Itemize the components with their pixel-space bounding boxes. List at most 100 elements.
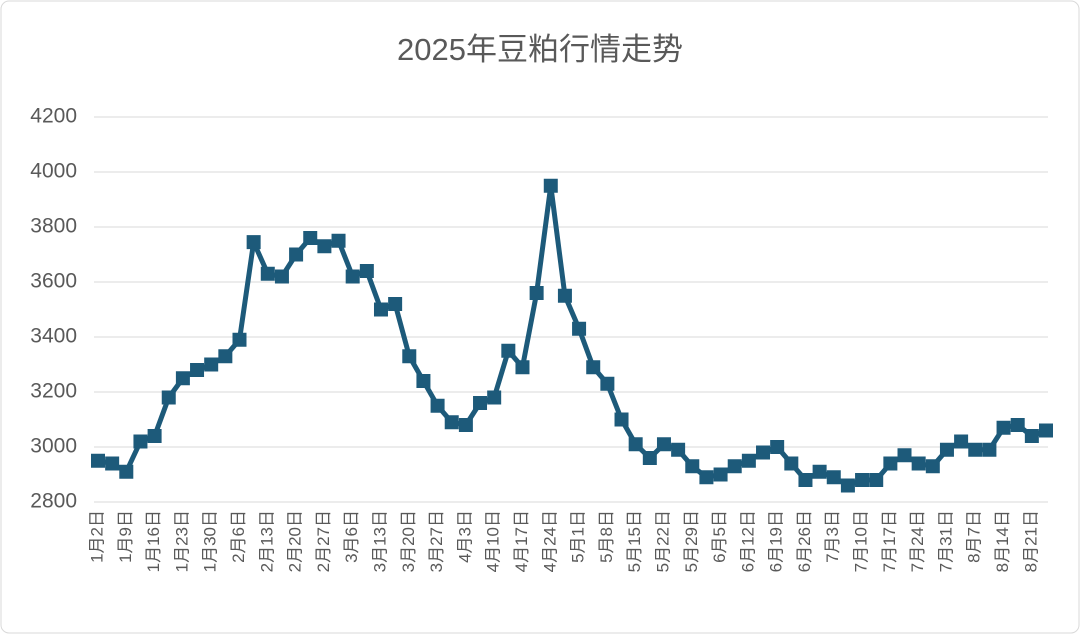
point-marker [260,266,275,281]
point-marker [119,464,134,479]
point-marker [656,437,671,452]
point-marker [572,321,587,336]
x-tick-label: 6月26日 [795,510,814,572]
point-marker [430,398,445,413]
y-tick-label: 2800 [30,490,77,513]
point-marker [274,269,289,284]
x-tick-label: 2月13日 [257,510,276,572]
point-marker [218,349,233,364]
x-tick-label: 7月17日 [880,510,899,572]
point-marker [147,429,162,443]
point-marker [699,470,714,485]
point-marker [246,235,261,250]
point-marker [600,376,615,391]
point-marker [869,473,884,487]
point-marker [345,269,360,284]
x-tick-label: 3月13日 [370,510,389,572]
point-marker [289,247,304,262]
point-marker [444,415,459,430]
point-marker [883,456,898,471]
x-tick-label: 3月6日 [342,510,361,563]
point-marker [317,239,332,254]
point-marker [458,418,473,432]
point-marker [388,297,403,311]
point-marker [1039,423,1053,438]
point-marker [487,390,502,405]
y-tick-label: 3600 [30,270,77,293]
point-marker [996,420,1011,435]
x-tick-label: 5月22日 [653,510,672,572]
point-marker [897,448,912,463]
point-marker [586,360,601,375]
point-marker [840,478,855,493]
point-marker [954,434,969,449]
x-tick-label: 7月24日 [908,510,927,572]
point-marker [543,178,558,193]
point-marker [671,442,686,457]
x-tick-label: 2月6日 [229,510,248,563]
x-tick-label: 2月27日 [314,510,333,572]
x-tick-label: 5月1日 [569,510,588,563]
point-marker [911,456,926,471]
point-marker [756,445,771,460]
x-tick-label: 1月23日 [172,510,191,572]
point-marker [812,464,827,479]
x-tick-label: 1月2日 [87,510,106,563]
x-tick-label: 8月14日 [993,510,1012,572]
point-marker [784,456,799,471]
x-tick-label: 5月29日 [682,510,701,572]
x-tick-label: 7月10日 [852,510,871,572]
point-marker [968,442,983,457]
x-tick-label: 7月3日 [823,510,842,563]
point-marker [105,456,120,471]
x-tick-label: 4月10日 [484,510,503,572]
point-marker [642,451,657,465]
y-tick-label: 3400 [30,325,77,348]
point-marker [939,442,954,457]
point-marker [133,434,148,449]
point-marker [416,374,431,388]
point-marker [855,473,870,487]
point-marker [529,286,544,300]
point-marker [501,343,516,358]
point-marker [91,453,105,468]
x-tick-label: 4月24日 [540,510,559,572]
x-tick-label: 6月12日 [738,510,757,572]
point-marker [925,459,940,474]
point-marker [175,371,190,386]
x-tick-label: 5月8日 [597,510,616,563]
point-marker [473,396,488,410]
x-tick-label: 8月21日 [1021,510,1040,572]
point-marker [232,332,247,347]
y-tick-label: 3800 [30,215,77,238]
x-tick-label: 6月5日 [710,510,729,563]
point-marker [741,453,756,468]
point-marker [303,231,318,245]
point-marker [770,440,785,454]
point-marker [685,459,700,474]
x-tick-label: 7月31日 [936,510,955,572]
point-marker [204,357,219,372]
x-tick-label: 1月9日 [116,510,135,563]
point-marker [190,363,205,377]
x-tick-label: 1月30日 [201,510,220,572]
point-marker [373,302,388,317]
y-tick-label: 3000 [30,435,77,458]
point-marker [515,360,530,375]
x-tick-label: 8月7日 [965,510,984,563]
point-marker [1010,418,1025,432]
x-tick-label: 3月20日 [399,510,418,572]
y-tick-label: 4000 [30,160,77,183]
point-marker [1024,429,1039,443]
point-marker [161,390,176,405]
point-marker [982,442,997,457]
point-marker [359,264,374,278]
x-tick-label: 4月17日 [512,510,531,572]
x-tick-label: 1月16日 [144,510,163,572]
point-marker [614,412,629,427]
chart-title: 2025年豆粕行情走势 [397,32,683,67]
point-marker [402,349,417,364]
y-tick-label: 4200 [30,105,77,128]
y-tick-label: 3200 [30,380,77,403]
point-marker [557,288,572,303]
